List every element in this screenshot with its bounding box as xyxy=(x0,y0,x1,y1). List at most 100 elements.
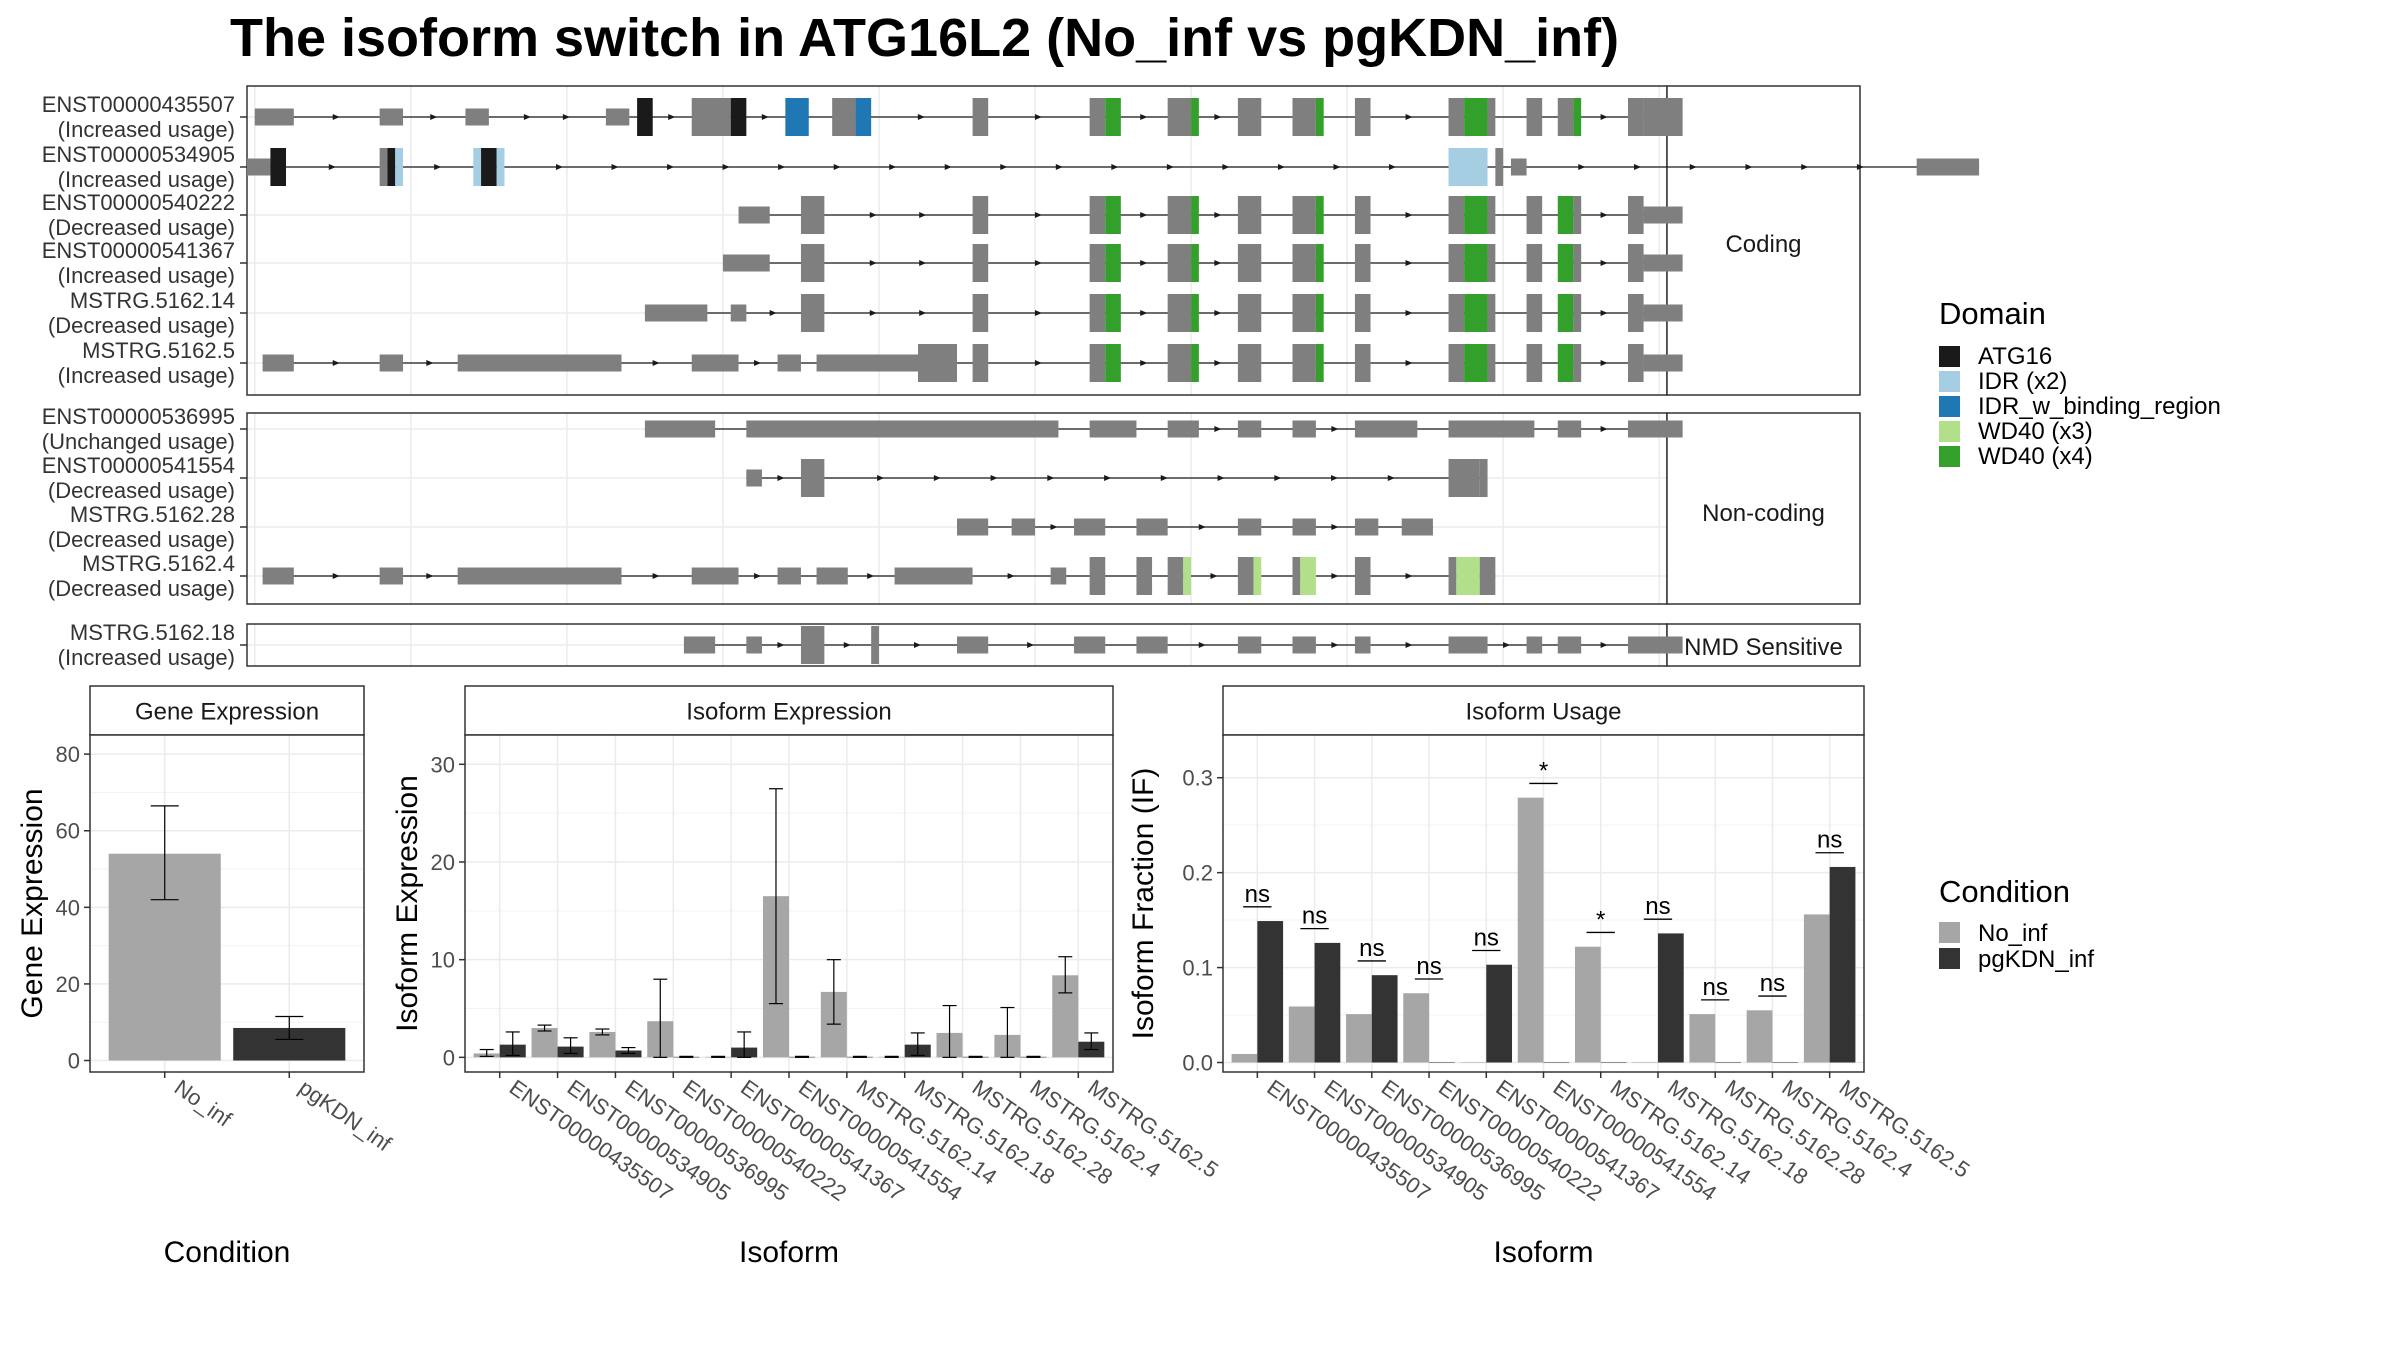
direction-arrow xyxy=(426,573,434,579)
exon xyxy=(1627,344,1644,382)
x-axis-title: Condition xyxy=(164,1236,291,1269)
domain-exon xyxy=(1191,196,1199,234)
exon xyxy=(1643,98,1683,136)
exon xyxy=(1089,244,1106,282)
exon xyxy=(1237,344,1262,382)
y-tick-label: 80 xyxy=(56,742,80,767)
exon xyxy=(1526,196,1543,234)
domain-exon xyxy=(1557,244,1574,282)
exon xyxy=(1089,196,1106,234)
exon xyxy=(1237,98,1262,136)
significance-label: ns xyxy=(1703,974,1728,1001)
direction-arrow xyxy=(919,310,927,316)
panel-title: Isoform Expression xyxy=(686,699,891,726)
direction-arrow xyxy=(1214,260,1222,266)
exon xyxy=(1292,98,1316,136)
exon xyxy=(1448,98,1465,136)
domain-exon xyxy=(785,98,809,136)
exon xyxy=(1050,567,1067,585)
transcript-label: ENST00000435507 xyxy=(42,92,235,117)
transcript-label: ENST00000536995 xyxy=(42,404,235,429)
exon xyxy=(1354,420,1418,438)
direction-arrow xyxy=(1111,164,1119,170)
exon xyxy=(1167,294,1192,332)
direction-arrow xyxy=(777,642,785,648)
direction-arrow xyxy=(1140,212,1148,218)
direction-arrow xyxy=(778,164,786,170)
x-axis-title: Isoform xyxy=(1493,1236,1593,1269)
direction-arrow xyxy=(1405,642,1413,648)
direction-arrow xyxy=(1405,114,1413,120)
y-tick-label: 0 xyxy=(443,1045,455,1070)
direction-arrow xyxy=(1140,310,1148,316)
exon xyxy=(379,567,404,585)
transcript-label: ENST00000534905 xyxy=(42,142,235,167)
exon xyxy=(1354,557,1371,595)
direction-arrow xyxy=(1389,164,1397,170)
exon xyxy=(247,158,271,176)
exon xyxy=(691,354,739,372)
exon xyxy=(972,98,989,136)
direction-arrow xyxy=(1405,573,1413,579)
bar-No_inf xyxy=(531,1028,558,1058)
domain-legend-key xyxy=(1939,446,1960,467)
direction-arrow xyxy=(1166,164,1174,170)
exon xyxy=(972,344,989,382)
condition-legend-key xyxy=(1939,922,1960,943)
exon xyxy=(816,567,848,585)
direction-arrow xyxy=(990,475,998,481)
direction-arrow xyxy=(1217,475,1225,481)
direction-arrow xyxy=(1331,426,1339,432)
significance-label: ns xyxy=(1245,881,1270,908)
domain-exon xyxy=(387,148,396,186)
domain-legend-label: WD40 (x3) xyxy=(1978,418,2093,445)
direction-arrow xyxy=(1405,360,1413,366)
exon xyxy=(1479,459,1488,497)
y-axis-title: Gene Expression xyxy=(16,788,49,1018)
exon xyxy=(1557,636,1582,654)
exon xyxy=(1237,420,1262,438)
exon xyxy=(800,626,825,664)
exon xyxy=(1354,98,1371,136)
domain-exon xyxy=(1183,557,1192,595)
x-axis-title: Isoform xyxy=(739,1236,839,1269)
transcript-label: MSTRG.5162.28 xyxy=(70,502,235,527)
exon xyxy=(1167,244,1192,282)
significance-label: ns xyxy=(1302,903,1327,930)
direction-arrow xyxy=(1600,426,1608,432)
bar-No_inf xyxy=(1803,914,1830,1063)
exon xyxy=(605,108,630,126)
structure-group-label: Coding xyxy=(1725,231,1801,258)
direction-arrow xyxy=(1331,475,1339,481)
direction-arrow xyxy=(1634,164,1642,170)
condition-legend-key xyxy=(1939,948,1960,969)
domain-legend-label: WD40 (x4) xyxy=(1978,443,2093,470)
direction-arrow xyxy=(1034,310,1042,316)
exon xyxy=(1448,636,1488,654)
transcript-usage-label: (Decreased usage) xyxy=(48,215,235,240)
transcript-usage-label: (Decreased usage) xyxy=(48,576,235,601)
exon xyxy=(644,420,716,438)
exon xyxy=(1557,98,1574,136)
direction-arrow xyxy=(1160,475,1168,481)
exon xyxy=(1167,98,1192,136)
direction-arrow xyxy=(434,164,442,170)
structure-strip-box xyxy=(1666,85,1861,396)
exon xyxy=(1354,636,1371,654)
exon xyxy=(1237,557,1254,595)
exon xyxy=(1370,518,1379,536)
direction-arrow xyxy=(1050,524,1058,530)
domain-exon xyxy=(1191,244,1199,282)
direction-arrow xyxy=(652,360,660,366)
direction-arrow xyxy=(1600,360,1608,366)
domain-legend-title: Domain xyxy=(1939,296,2046,331)
direction-arrow xyxy=(833,164,841,170)
domain-exon xyxy=(1464,244,1488,282)
direction-arrow xyxy=(1140,114,1148,120)
structure-group-label: NMD Sensitive xyxy=(1684,634,1843,661)
exon xyxy=(730,304,747,322)
direction-arrow xyxy=(1047,475,1055,481)
bar-pgKDN_inf xyxy=(1657,933,1684,1063)
